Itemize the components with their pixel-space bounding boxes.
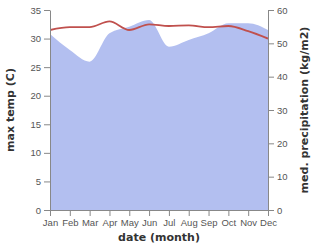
tick-label: Nov xyxy=(240,217,257,228)
tick-mark xyxy=(44,124,50,125)
tick: Nov xyxy=(240,210,257,228)
marks xyxy=(50,20,268,210)
tick-mark xyxy=(169,210,170,216)
tick: 0 xyxy=(36,205,50,216)
tick-mark xyxy=(248,210,249,216)
tick: Mar xyxy=(82,210,98,228)
tick: 10 xyxy=(268,171,288,182)
y2-axis-title: med. precipitation (kg/m2) xyxy=(298,27,311,194)
tick-mark xyxy=(268,10,274,11)
tick-label: Oct xyxy=(221,217,236,228)
tick-label: Aug xyxy=(181,217,198,228)
axis-line xyxy=(51,210,269,211)
tick-mark xyxy=(44,39,50,40)
tick-mark xyxy=(50,210,51,216)
tick: 5 xyxy=(36,176,50,187)
tick-mark xyxy=(90,210,91,216)
tick-mark xyxy=(268,77,274,78)
tick-mark xyxy=(44,96,50,97)
tick-mark xyxy=(268,210,274,211)
precipitation-area xyxy=(50,20,268,210)
tick: Sep xyxy=(201,210,218,228)
tick: 25 xyxy=(30,62,50,73)
tick: Apr xyxy=(103,210,118,228)
tick: 60 xyxy=(268,5,288,16)
tick-label: 20 xyxy=(30,90,41,101)
tick: Jan xyxy=(43,210,58,228)
tick: Aug xyxy=(181,210,198,228)
tick-mark xyxy=(268,143,274,144)
tick-mark xyxy=(268,43,274,44)
tick-mark xyxy=(129,210,130,216)
tick-label: 10 xyxy=(277,171,288,182)
tick-label: Jul xyxy=(163,217,175,228)
tick: Oct xyxy=(221,210,236,228)
tick: Jul xyxy=(163,210,175,228)
tick: 20 xyxy=(268,138,288,149)
tick: 0 xyxy=(268,205,282,216)
x-axis: Jan Feb Mar AprMayJun Jul AugSepOct NovDec xyxy=(43,210,277,228)
tick: Dec xyxy=(260,210,277,228)
tick-mark xyxy=(109,210,110,216)
tick: 30 xyxy=(30,33,50,44)
x-axis-title: date (month) xyxy=(118,231,200,244)
tick-mark xyxy=(189,210,190,216)
tick-label: Sep xyxy=(201,217,218,228)
tick-label: 0 xyxy=(277,205,282,216)
tick-label: 15 xyxy=(30,119,41,130)
tick-mark xyxy=(209,210,210,216)
tick-mark xyxy=(268,110,274,111)
y-axis: 0 5 10 15 20 25 30 35 xyxy=(30,5,50,216)
chart: JanFebMarAprMayJunJulAugSepOctNovDec0510… xyxy=(0,0,318,247)
tick-label: 30 xyxy=(30,33,41,44)
axis-line xyxy=(50,11,51,211)
tick-label: 40 xyxy=(277,71,288,82)
y2-axis: 0 10 20 30 40 50 60 xyxy=(268,5,288,216)
tick-label: Feb xyxy=(62,217,78,228)
plot: JanFebMarAprMayJunJulAugSepOctNovDec0510… xyxy=(30,5,287,228)
tick-label: 60 xyxy=(277,5,288,16)
tick: 35 xyxy=(30,5,50,16)
tick-mark xyxy=(44,67,50,68)
tick-mark xyxy=(44,210,50,211)
tick-label: 30 xyxy=(277,105,288,116)
tick-mark xyxy=(149,210,150,216)
tick-mark xyxy=(44,10,50,11)
tick: Jun xyxy=(142,210,157,228)
tick-mark xyxy=(228,210,229,216)
tick: May xyxy=(121,210,139,228)
tick-label: 50 xyxy=(277,38,288,49)
tick-label: Mar xyxy=(82,217,98,228)
temperature-line xyxy=(50,21,268,38)
tick: 40 xyxy=(268,71,288,82)
tick-label: 5 xyxy=(36,176,41,187)
tick-label: 20 xyxy=(277,138,288,149)
tick-label: 25 xyxy=(30,62,41,73)
tick: 10 xyxy=(30,147,50,158)
tick-mark xyxy=(70,210,71,216)
tick-label: Jun xyxy=(142,217,157,228)
tick: 20 xyxy=(30,90,50,101)
tick-label: May xyxy=(121,217,139,228)
tick: 15 xyxy=(30,119,50,130)
tick-label: Dec xyxy=(260,217,277,228)
tick: Feb xyxy=(62,210,78,228)
tick-label: 35 xyxy=(30,5,41,16)
tick-mark xyxy=(44,153,50,154)
tick-label: 0 xyxy=(36,205,41,216)
tick-mark xyxy=(268,177,274,178)
tick-mark xyxy=(44,181,50,182)
tick-label: Apr xyxy=(103,217,118,228)
tick: 50 xyxy=(268,38,288,49)
tick-label: 10 xyxy=(30,147,41,158)
tick: 30 xyxy=(268,105,288,116)
y-axis-title: max temp (C) xyxy=(4,68,17,152)
tick-label: Jan xyxy=(43,217,58,228)
